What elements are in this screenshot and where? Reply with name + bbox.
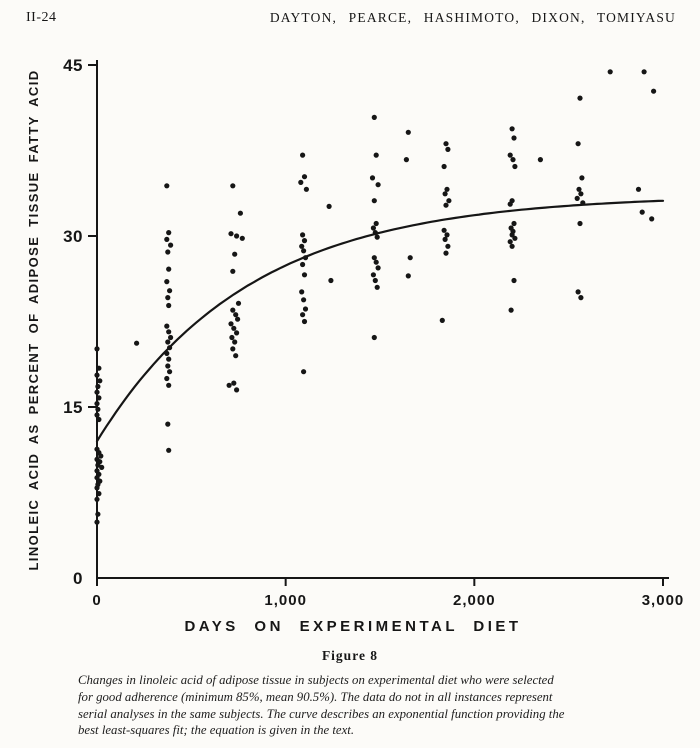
- caption-line: serial analyses in the same subjects. Th…: [78, 706, 565, 721]
- figure-label: Figure 8: [321, 648, 379, 663]
- figure-caption: Changes in linoleic acid of adipose tiss…: [78, 672, 630, 739]
- caption-line: for good adherence (minimum 85%, mean 90…: [78, 689, 553, 704]
- svg-text:45: 45: [63, 56, 83, 75]
- svg-text:1,000: 1,000: [264, 592, 307, 609]
- svg-text:2,000: 2,000: [453, 592, 496, 609]
- page-number: II-24: [26, 10, 57, 25]
- running-head: DAYTON, PEARCE, HASHIMOTO, DIXON, TOMIYA…: [269, 10, 676, 25]
- svg-text:0: 0: [73, 569, 83, 588]
- svg-text:0: 0: [92, 592, 101, 609]
- caption-line: best least-squares fit; the equation is …: [78, 723, 355, 738]
- svg-text:30: 30: [63, 227, 83, 246]
- caption-line: Changes in linoleic acid of adipose tiss…: [78, 673, 554, 687]
- y-axis-label: LINOLEIC ACID AS PERCENT OF ADIPOSE TISS…: [26, 69, 41, 571]
- svg-text:3,000: 3,000: [642, 592, 685, 609]
- x-axis-label: DAYS ON EXPERIMENTAL DIET: [184, 618, 522, 635]
- svg-text:15: 15: [63, 398, 83, 417]
